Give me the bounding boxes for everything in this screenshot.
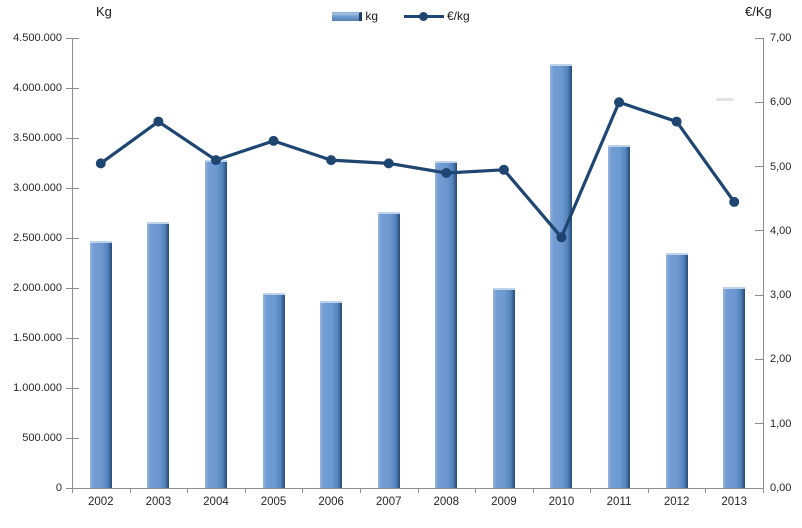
bar-series-swatch-icon xyxy=(332,11,363,21)
y-right-tick-mark xyxy=(755,294,763,296)
x-axis-tick-mark xyxy=(72,488,73,493)
bar-2002 xyxy=(89,241,112,488)
bar-2009 xyxy=(492,288,515,488)
y-right-tick-label: 1,00 xyxy=(770,417,792,430)
y-left-tick-mark xyxy=(66,37,79,39)
line-marker-2013 xyxy=(729,196,740,207)
x-tick-label: 2010 xyxy=(548,496,575,508)
line-marker-2009 xyxy=(498,164,509,175)
y-right-tick-label: 5,00 xyxy=(770,160,792,173)
y-right-tick-mark xyxy=(755,487,763,489)
x-tick-label: 2009 xyxy=(491,496,517,508)
y-left-tick-mark xyxy=(66,187,79,189)
line-marker-2007 xyxy=(383,158,394,169)
bar-2011 xyxy=(608,145,631,488)
bar-2006 xyxy=(320,301,343,488)
line-marker-2002 xyxy=(95,158,106,169)
y-right-tick-mark xyxy=(755,37,763,39)
right-axis-title: €/Kg xyxy=(745,4,772,19)
y-left-tick-label: 0 xyxy=(55,482,62,494)
artifact-dash xyxy=(716,98,734,101)
x-axis-tick-mark xyxy=(417,488,419,493)
y-right-tick-label: 7,00 xyxy=(770,32,792,44)
y-right-tick-label: 4,00 xyxy=(770,224,792,237)
bar-2007 xyxy=(377,212,400,488)
legend-label-kg: kg xyxy=(365,9,378,23)
y-left-tick-label: 3.000.000 xyxy=(13,182,62,194)
x-tick-label: 2003 xyxy=(145,496,172,508)
y-left-tick-mark xyxy=(66,337,79,339)
y-left-tick-label: 3.500.000 xyxy=(13,132,62,144)
x-tick-label: 2012 xyxy=(663,496,690,508)
y-left-axis-line xyxy=(72,38,73,488)
y-left-tick-label: 500.000 xyxy=(22,432,62,444)
x-axis-tick-mark xyxy=(532,488,534,493)
bar-2013 xyxy=(723,287,746,488)
x-axis-tick-mark xyxy=(129,488,131,493)
x-tick-label: 2011 xyxy=(606,496,632,508)
y-right-tick-label: 3,00 xyxy=(770,289,792,302)
line-marker-2011 xyxy=(614,97,625,108)
x-tick-label: 2005 xyxy=(260,496,287,508)
line-marker-2003 xyxy=(153,116,164,127)
legend-label-eur-per-kg: €/kg xyxy=(447,9,470,23)
line-series-path xyxy=(99,100,736,239)
x-axis-tick-mark xyxy=(302,488,304,493)
y-left-tick-label: 1.000.000 xyxy=(13,382,62,394)
y-right-tick-mark xyxy=(755,423,763,425)
y-left-tick-label: 1.500.000 xyxy=(13,332,62,344)
x-axis-tick-mark xyxy=(590,488,592,493)
x-tick-label: 2013 xyxy=(721,496,747,508)
y-right-tick-label: 0,00 xyxy=(770,482,792,494)
y-right-tick-mark xyxy=(755,166,763,168)
y-left-tick-label: 2.500.000 xyxy=(13,232,62,244)
line-marker-2006 xyxy=(326,155,337,166)
x-axis-tick-mark xyxy=(763,488,764,493)
y-left-tick-label: 4.000.000 xyxy=(13,82,62,94)
x-axis-tick-mark xyxy=(475,488,477,493)
y-left-tick-mark xyxy=(66,437,79,439)
x-tick-label: 2006 xyxy=(318,496,344,508)
y-right-tick-mark xyxy=(755,358,763,360)
x-tick-label: 2004 xyxy=(203,496,229,508)
y-left-tick-mark xyxy=(66,87,79,89)
y-left-tick-mark xyxy=(66,137,79,139)
y-right-tick-mark xyxy=(755,101,763,103)
y-left-tick-mark xyxy=(66,237,79,239)
y-left-tick-label: 2.000.000 xyxy=(13,282,62,294)
y-right-tick-label: 2,00 xyxy=(770,353,792,366)
x-axis-tick-mark xyxy=(359,488,361,493)
bar-2005 xyxy=(262,293,285,488)
legend-item-kg: kg xyxy=(332,9,378,23)
y-left-tick-label: 4.500.000 xyxy=(13,32,62,44)
bar-2004 xyxy=(204,160,227,488)
x-axis-tick-mark xyxy=(647,488,649,493)
y-left-tick-mark xyxy=(66,387,79,389)
legend-item-eur-per-kg: €/kg xyxy=(404,9,470,23)
line-marker-icon xyxy=(419,11,428,21)
bar-2003 xyxy=(147,222,170,488)
y-left-tick-mark xyxy=(66,287,79,289)
x-axis-tick-mark xyxy=(705,488,707,493)
left-axis-title: Kg xyxy=(96,4,112,19)
line-marker-2005 xyxy=(268,135,279,146)
x-tick-label: 2007 xyxy=(375,496,402,508)
line-series-swatch-icon xyxy=(404,11,444,21)
x-axis-tick-mark xyxy=(244,488,246,493)
legend: kg €/kg xyxy=(0,9,802,23)
x-axis-tick-mark xyxy=(187,488,189,493)
bar-2010 xyxy=(550,64,573,488)
y-right-tick-mark xyxy=(755,230,763,232)
line-marker-2012 xyxy=(671,116,682,127)
y-right-axis-line xyxy=(763,38,764,488)
x-tick-label: 2008 xyxy=(433,496,460,508)
x-tick-label: 2002 xyxy=(87,496,114,508)
y-right-tick-label: 6,00 xyxy=(770,96,792,109)
bar-2008 xyxy=(435,161,458,488)
bar-2012 xyxy=(665,253,688,488)
